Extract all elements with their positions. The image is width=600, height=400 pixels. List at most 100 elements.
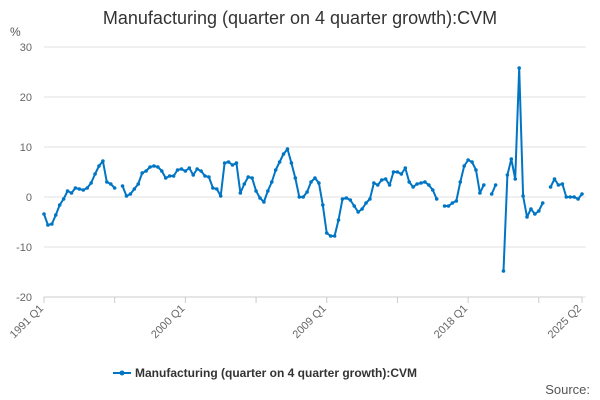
data-point [321, 203, 325, 207]
data-point [423, 180, 427, 184]
data-point [69, 191, 74, 195]
data-point [112, 186, 117, 190]
data-point [352, 204, 357, 208]
data-point [399, 172, 404, 176]
data-point [277, 160, 282, 164]
data-point [289, 161, 294, 165]
data-point [152, 164, 156, 168]
data-point [368, 197, 372, 201]
data-point [57, 203, 62, 207]
data-point [258, 196, 262, 200]
data-point [203, 174, 207, 178]
data-point [513, 177, 518, 181]
data-point [238, 191, 243, 195]
data-point [163, 176, 168, 180]
data-point [187, 166, 192, 170]
data-point [474, 168, 478, 172]
data-point [379, 178, 384, 182]
data-point [537, 209, 541, 213]
data-point [266, 189, 270, 193]
data-point [136, 182, 141, 186]
data-point [501, 269, 506, 273]
data-point [493, 183, 498, 187]
data-point [140, 171, 144, 175]
data-point [344, 196, 349, 200]
data-point [179, 167, 184, 171]
data-point [262, 200, 266, 204]
data-point [285, 147, 290, 151]
data-point [93, 172, 97, 176]
data-point [403, 166, 408, 170]
data-point [250, 176, 254, 180]
data-point [450, 201, 455, 205]
data-point [505, 173, 510, 177]
data-point [120, 184, 125, 188]
data-point [391, 170, 396, 174]
data-point [214, 187, 219, 191]
data-point [301, 195, 305, 199]
data-point [556, 183, 561, 187]
data-point [108, 182, 113, 186]
data-point [42, 212, 46, 216]
y-tick-label: -10 [16, 242, 32, 254]
data-point [552, 177, 557, 181]
data-point [297, 195, 302, 199]
y-tick-label: -20 [16, 292, 32, 304]
data-point [89, 181, 93, 185]
data-point [462, 164, 466, 168]
data-point [580, 192, 584, 196]
data-point [269, 180, 274, 184]
data-point [148, 165, 152, 169]
data-point [132, 187, 137, 191]
data-point [50, 222, 54, 226]
data-point [489, 192, 494, 196]
data-point [305, 190, 309, 194]
data-point [572, 195, 576, 199]
data-point [336, 218, 341, 222]
y-tick-label: 0 [26, 192, 32, 204]
data-point [195, 167, 199, 171]
data-point [85, 186, 89, 190]
data-point [218, 194, 223, 198]
data-point [434, 197, 439, 201]
x-tick-label: 2009 Q1 [291, 303, 329, 341]
data-point [211, 186, 215, 190]
chart-title: Manufacturing (quarter on 4 quarter grow… [102, 8, 498, 28]
data-point [199, 169, 203, 173]
data-point [175, 168, 180, 172]
y-tick-label: 10 [20, 142, 32, 154]
data-point [101, 159, 105, 163]
data-point [230, 163, 235, 167]
data-point [529, 207, 533, 211]
data-point [242, 182, 247, 186]
legend-label: Manufacturing (quarter on 4 quarter grow… [135, 366, 417, 380]
data-point [387, 183, 392, 187]
data-point [61, 197, 66, 201]
y-tick-label: 30 [20, 42, 32, 54]
data-point [560, 182, 565, 186]
data-point [430, 188, 435, 192]
data-point [446, 204, 451, 208]
data-point [124, 194, 129, 198]
data-point [273, 168, 278, 172]
data-point [46, 223, 50, 227]
data-point [548, 185, 553, 189]
data-point [364, 201, 368, 205]
data-point [525, 215, 529, 219]
data-point [411, 185, 415, 189]
data-point [97, 164, 101, 168]
data-point [521, 194, 525, 198]
y-tick-label: 20 [20, 92, 32, 104]
data-point [53, 213, 58, 217]
data-point [470, 160, 474, 164]
data-point [509, 157, 514, 161]
data-point [171, 174, 176, 178]
data-point [454, 199, 459, 203]
data-point [340, 197, 345, 201]
data-point [207, 175, 211, 179]
data-point [517, 66, 521, 70]
data-point [442, 204, 447, 208]
data-point [533, 212, 537, 216]
data-point [128, 192, 133, 196]
